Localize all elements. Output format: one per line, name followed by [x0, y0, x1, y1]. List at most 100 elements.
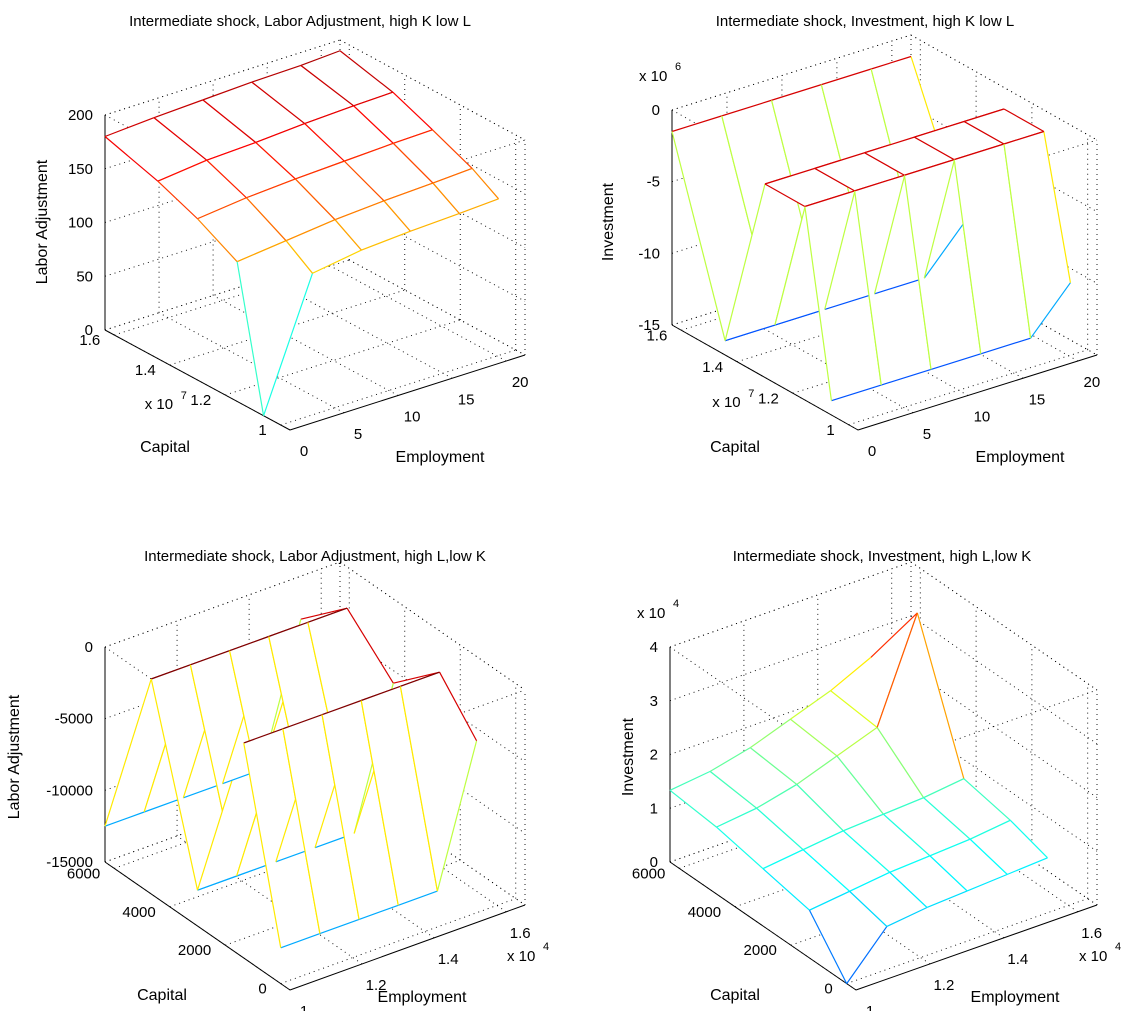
mesh-edge — [400, 671, 440, 687]
mesh-edge — [846, 926, 888, 984]
mesh-edge — [749, 718, 791, 749]
surface-patch — [105, 117, 207, 182]
mesh-edge — [282, 714, 323, 730]
surface-patch — [157, 160, 247, 219]
mesh-edge — [246, 178, 296, 199]
mesh-edge — [1030, 282, 1071, 339]
mesh-edge — [1003, 130, 1045, 145]
mesh-edge — [263, 273, 314, 416]
mesh-edge — [809, 890, 850, 911]
mesh-edge — [762, 868, 810, 911]
mesh-edge — [914, 120, 965, 138]
mesh-edge — [963, 120, 1005, 145]
surface-patch — [914, 121, 1005, 160]
mesh-edge — [926, 890, 968, 909]
y-axis-line — [104, 329, 291, 431]
grid-line — [910, 106, 1098, 213]
grid-line — [848, 349, 1088, 426]
mesh-edge — [268, 621, 309, 638]
mesh-edge — [808, 909, 848, 984]
mesh-edge — [876, 727, 925, 798]
mesh-edge — [206, 141, 256, 161]
y-tick-label: 0 — [258, 981, 266, 998]
mesh-edge — [821, 68, 872, 86]
surface-patch — [889, 855, 968, 908]
surface-patch — [251, 65, 354, 124]
grid-line — [169, 289, 405, 366]
mesh-edge — [669, 789, 717, 828]
mesh-edge — [157, 159, 208, 182]
mesh-edge — [255, 123, 305, 143]
grid-line — [280, 349, 516, 426]
surface-patch — [843, 814, 930, 873]
y-axis-label: Capital — [710, 987, 760, 1004]
surface-patch — [763, 849, 850, 911]
mesh-edge — [312, 249, 362, 274]
mesh-edge — [157, 180, 198, 220]
chart-panel: -15000 -10000 -5000 0 1 1.2 1.4 1.6 0 2000 4000 600… — [6, 548, 549, 1011]
mesh-edge — [914, 136, 955, 161]
grid-line — [669, 561, 912, 648]
y-axis-line — [671, 324, 859, 431]
mesh-edge — [153, 99, 204, 119]
mesh-edge — [724, 183, 766, 341]
surface-patch — [153, 99, 256, 161]
mesh-edge — [721, 99, 772, 117]
surface-patch — [197, 197, 287, 262]
mesh-edge — [790, 690, 832, 720]
chart-panel: 0 1 2 3 4 1 1.2 1.4 1.6 0 2000 4000 6000 x 10 4 x 10 4 In… — [620, 548, 1121, 1011]
mesh-edge — [307, 607, 348, 623]
z-tick-label: -10000 — [46, 782, 93, 799]
grid-line — [726, 307, 914, 414]
grid-line — [910, 561, 1098, 691]
x-exponent: 4 — [543, 941, 549, 953]
surface-patch — [796, 755, 884, 831]
mesh-edge — [849, 871, 891, 892]
x-tick-label: 15 — [458, 391, 475, 408]
z-tick-label: 2 — [650, 747, 658, 764]
mesh-edge — [756, 783, 798, 809]
mesh-edge — [814, 152, 865, 169]
surface-patch — [849, 872, 928, 927]
mesh-edge — [764, 167, 815, 185]
surface-patch — [923, 778, 1011, 840]
mesh-edge — [830, 690, 878, 728]
z-axis-label: Investment — [600, 182, 617, 261]
grid-line — [320, 260, 507, 362]
mesh-edge — [883, 797, 924, 815]
mesh-edge — [1009, 819, 1048, 859]
surface-patch — [335, 200, 411, 251]
z-axis-label: Labor Adjustment — [34, 159, 51, 284]
z-multiplier: x 10 — [637, 605, 665, 622]
mesh-edge — [285, 219, 336, 242]
x-axis-label: Employment — [976, 449, 1065, 466]
mesh-edge — [346, 607, 394, 684]
mesh-edge — [876, 612, 918, 728]
mesh-edge — [243, 742, 282, 948]
surface-patch — [756, 784, 844, 850]
x-multiplier: x 10 — [1079, 948, 1107, 965]
mesh-edge — [849, 890, 888, 927]
grid-line — [339, 39, 526, 141]
x-axis-line — [289, 354, 526, 431]
mesh-edge — [319, 918, 360, 935]
mesh-edge — [830, 656, 872, 692]
mesh-edge — [280, 933, 321, 949]
y-tick-label: 0 — [824, 981, 832, 998]
x-axis-label: Employment — [396, 449, 485, 466]
mesh-edge — [197, 218, 238, 263]
surface-patch — [930, 839, 1008, 891]
mesh-edge — [295, 160, 345, 180]
mesh-edge — [790, 718, 838, 757]
x-tick-label: 20 — [512, 374, 529, 391]
y-tick-label: 2000 — [178, 942, 211, 959]
x-multiplier: x 10 — [507, 948, 535, 965]
mesh-edge — [916, 612, 965, 779]
mesh-edge — [243, 728, 284, 744]
mesh-edge — [796, 784, 844, 832]
mesh-edge — [104, 117, 155, 138]
surface-patch — [300, 50, 393, 106]
mesh-edge — [963, 108, 1005, 123]
surface-patch — [877, 612, 964, 798]
mesh-edge — [969, 819, 1011, 840]
